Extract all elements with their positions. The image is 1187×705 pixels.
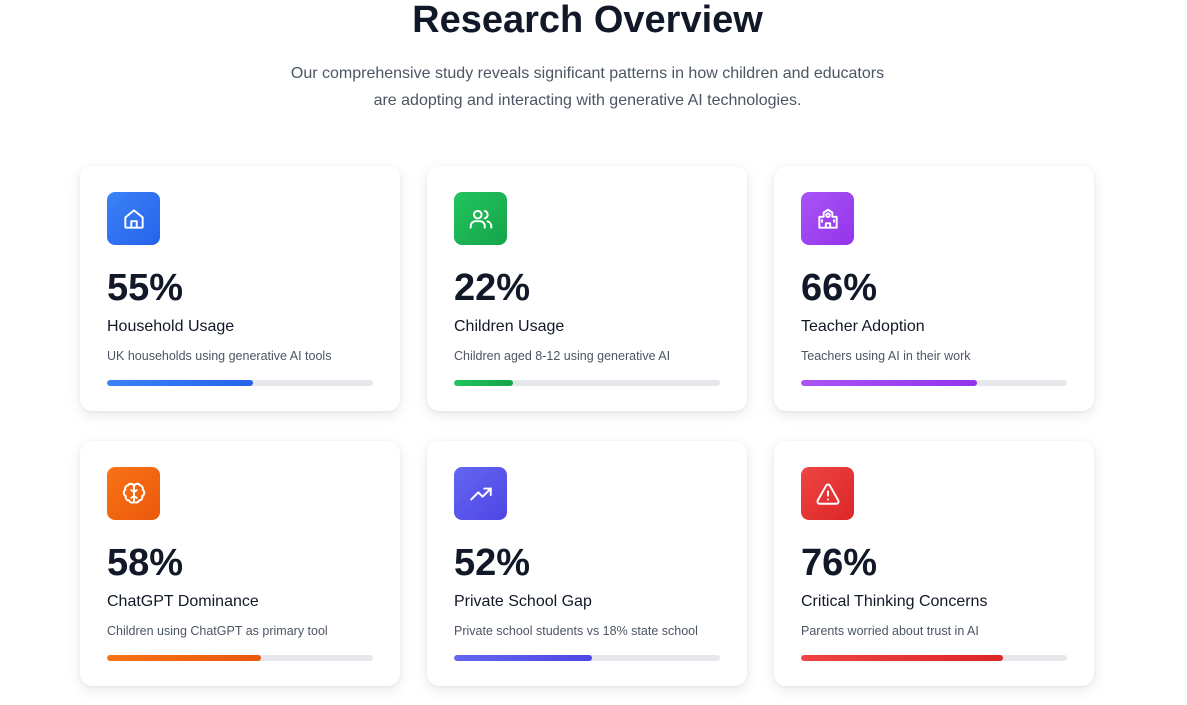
intro-line-1: Our comprehensive study reveals signific… <box>290 65 885 82</box>
stat-value: 66% <box>801 267 878 309</box>
intro-line-2: are adopting and interacting with genera… <box>373 92 802 109</box>
stat-description: Teachers using AI in their work <box>801 349 971 363</box>
stat-card-private-school-gap: 52% Private School Gap Private school st… <box>427 441 747 686</box>
stat-label: Household Usage <box>107 318 235 335</box>
stat-description: Private school students vs 18% state sch… <box>454 624 698 638</box>
progress-track <box>454 380 720 386</box>
icon-badge <box>801 467 854 520</box>
stat-value: 55% <box>107 267 184 309</box>
stat-label: Critical Thinking Concerns <box>801 593 988 610</box>
home-icon <box>123 208 144 229</box>
stat-label: Teacher Adoption <box>801 318 925 335</box>
stat-card-critical-thinking-concerns: 76% Critical Thinking Concerns Parents w… <box>774 441 1094 686</box>
stat-value: 22% <box>454 267 531 309</box>
progress-fill <box>801 380 977 386</box>
progress-fill <box>107 380 254 386</box>
progress-fill <box>454 380 513 386</box>
school-icon <box>817 208 838 229</box>
stat-value: 58% <box>107 542 184 584</box>
page-title: Research Overview <box>412 0 763 41</box>
stat-value: 76% <box>801 542 878 584</box>
stat-card-teacher-adoption: 66% Teacher Adoption Teachers using AI i… <box>774 166 1094 411</box>
stat-card-household-usage: 55% Household Usage UK households using … <box>80 166 400 411</box>
progress-track <box>107 655 373 661</box>
progress-fill <box>801 655 1004 661</box>
stats-grid: 55% Household Usage UK households using … <box>80 166 1094 686</box>
icon-badge <box>454 192 507 245</box>
warning-icon <box>815 483 840 505</box>
icon-badge <box>107 192 160 245</box>
progress-fill <box>454 655 593 661</box>
stat-description: Children aged 8-12 using generative AI <box>454 349 671 363</box>
brain-icon <box>122 482 145 504</box>
trending-up-icon <box>469 487 492 500</box>
icon-badge <box>454 467 507 520</box>
stat-card-children-usage: 22% Children Usage Children aged 8-12 us… <box>427 166 747 411</box>
progress-fill <box>107 655 262 661</box>
stat-value: 52% <box>454 542 531 584</box>
users-icon <box>469 209 492 229</box>
stat-card-chatgpt-dominance: 58% ChatGPT Dominance Children using Cha… <box>80 441 400 686</box>
stat-label: Children Usage <box>454 318 565 335</box>
stat-label: ChatGPT Dominance <box>107 593 259 610</box>
progress-track <box>107 380 373 386</box>
stat-label: Private School Gap <box>454 593 592 610</box>
icon-badge <box>107 467 160 520</box>
intro-text: Our comprehensive study reveals signific… <box>270 60 905 114</box>
progress-track <box>801 380 1067 386</box>
progress-track <box>801 655 1067 661</box>
progress-track <box>454 655 720 661</box>
icon-badge <box>801 192 854 245</box>
stat-description: Parents worried about trust in AI <box>801 624 979 638</box>
stat-description: Children using ChatGPT as primary tool <box>107 624 328 638</box>
stat-description: UK households using generative AI tools <box>107 349 332 363</box>
